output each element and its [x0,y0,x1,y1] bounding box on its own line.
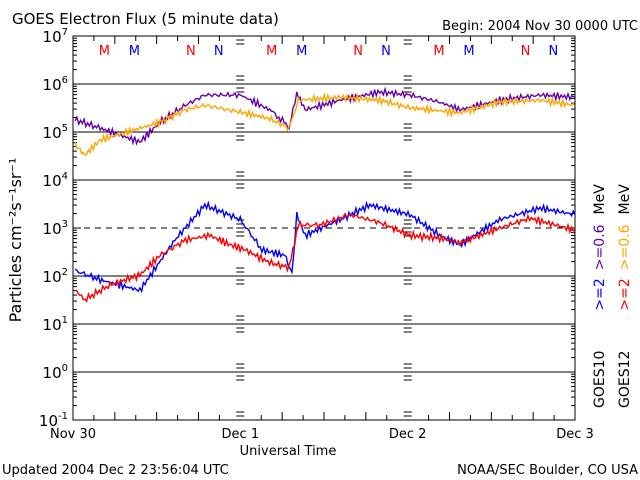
y-tick-label: 106 [43,75,68,94]
legend-unit: MeV [617,184,633,215]
y-tick-exponent: 0 [62,363,68,374]
satellite-marker: N [214,44,224,59]
x-tick-label: Dec 2 [389,427,427,442]
legend-goes10: GOES10 >=2 >=0.6 MeV [592,184,608,408]
y-axis-label: Particles cm⁻²s⁻¹sr⁻¹ [6,158,25,323]
legend-sat: GOES10 [592,351,608,408]
updated-time: Updated 2004 Dec 2 23:56:04 UTC [2,463,229,478]
satellite-marker: M [296,44,307,59]
svg-text:GOES12>=2>=0.6MeV: GOES12 >=2 >=0.6 MeV [617,184,633,408]
chart-title: GOES Electron Flux (5 minute data) [12,10,279,28]
grid [73,83,575,373]
y-tick-exponent: 4 [62,171,68,182]
x-tick-label: Dec 1 [222,427,260,442]
legend-e2: >=0.6 [592,224,608,270]
y-tick-label: 107 [43,27,68,46]
x-tick-label: Dec 3 [556,427,594,442]
satellite-marker: M [99,44,110,59]
source-credit: NOAA/SEC Boulder, CO USA [457,463,638,478]
y-tick-exponent: 5 [62,123,68,134]
y-tick-label: 102 [43,267,68,286]
series-goes12-2-mev [75,213,576,304]
legend-e2: >=0.6 [617,224,633,270]
legend-unit: MeV [592,184,608,215]
y-tick-label: 105 [43,123,68,142]
satellite-marker: N [353,44,363,59]
y-tick-exponent: -1 [58,411,68,422]
satellite-marker: N [521,44,531,59]
y-tick-label: 103 [43,219,68,238]
satellite-marker: M [433,44,444,59]
begin-time: Begin: 2004 Nov 30 0000 UTC [442,19,638,34]
y-tick-exponent: 1 [62,315,68,326]
series-lines [74,86,576,304]
y-tick-label: 101 [43,315,68,334]
satellite-marker: M [129,44,140,59]
satellite-marker: N [549,44,559,59]
x-axis-label: Universal Time [240,444,337,459]
legend-goes12: GOES12 >=2 >=0.6 MeV [617,184,633,408]
plot-frame [72,35,576,421]
legend-e1: >=2 [592,278,608,310]
y-tick-exponent: 6 [62,75,68,86]
series-goes10-2-mev [74,200,576,294]
svg-text:GOES10>=2>=0.6MeV: GOES10 >=2 >=0.6 MeV [592,184,608,408]
y-tick-label: 104 [43,171,68,190]
y-tick-exponent: 2 [62,267,68,278]
x-tick-label: Nov 30 [50,427,96,442]
satellite-marker: M [463,44,474,59]
y-tick-exponent: 7 [62,27,68,38]
y-tick-label: 100 [43,363,68,382]
satellite-marker: N [186,44,196,59]
satellite-marker: M [266,44,277,59]
axis-ticks: 107 106 105 104 103 102 101 100 1 0 -1 Nov 30 Dec 1 D… [39,27,594,442]
y-tick-exponent: 3 [62,219,68,230]
satellite-marker: N [381,44,391,59]
legend-sat: GOES12 [617,351,633,408]
legend-e1: >=2 [617,278,633,310]
series-goes12-0-6-mev [74,92,576,156]
